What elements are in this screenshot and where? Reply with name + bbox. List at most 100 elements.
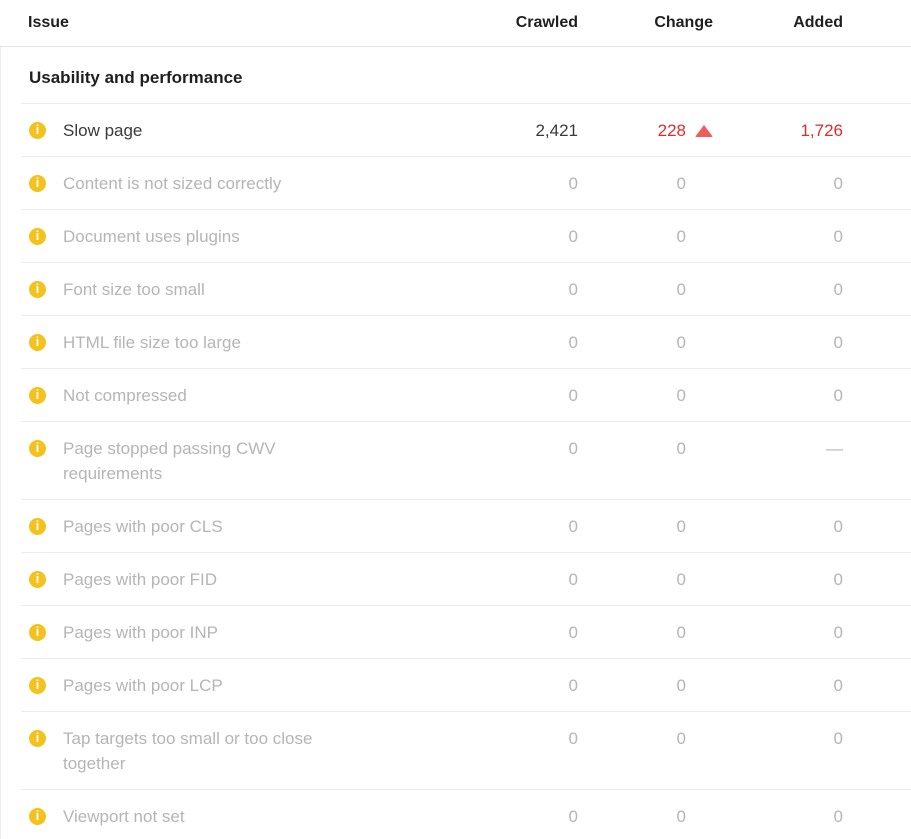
change-direction-slot	[695, 224, 713, 249]
info-icon-glyph: i	[35, 282, 40, 297]
issue-row: i Pages with poor LCP 0 0 0	[21, 659, 911, 712]
issue-row: i Tap targets too small or too close tog…	[21, 712, 911, 790]
change-direction-slot	[695, 567, 713, 592]
change-cell: 0	[578, 567, 713, 592]
issue-label: Not compressed	[63, 386, 187, 405]
change-direction-slot	[695, 118, 713, 143]
added-value: 0	[833, 174, 843, 193]
info-icon-glyph: i	[35, 229, 40, 244]
change-direction-slot	[695, 804, 713, 829]
info-icon[interactable]: i	[29, 730, 46, 747]
issue-row: i Pages with poor FID 0 0 0	[21, 553, 911, 606]
issue-cell: i Not compressed	[29, 383, 488, 408]
change-cell: 0	[578, 436, 713, 461]
issue-cell: i Pages with poor INP	[29, 620, 488, 645]
issue-label: Slow page	[63, 121, 143, 140]
issue-label: Pages with poor CLS	[63, 517, 223, 536]
change-cell: 0	[578, 224, 713, 249]
issue-label: Pages with poor LCP	[63, 676, 223, 695]
column-header-added: Added	[793, 14, 843, 31]
crawled-value: 0	[568, 174, 578, 193]
change-direction-slot	[695, 436, 713, 461]
change-value: 0	[676, 280, 686, 299]
issue-cell: i Page stopped passing CWV requirements	[29, 436, 488, 486]
issue-row: i Document uses plugins 0 0 0	[21, 210, 911, 263]
change-cell: 0	[578, 726, 713, 751]
change-value: 0	[676, 333, 686, 352]
issue-label: Pages with poor INP	[63, 623, 218, 642]
info-icon-glyph: i	[35, 388, 40, 403]
info-icon[interactable]: i	[29, 122, 46, 139]
change-direction-slot	[695, 383, 713, 408]
change-direction-slot	[695, 673, 713, 698]
change-cell: 0	[578, 171, 713, 196]
info-icon-glyph: i	[35, 441, 40, 456]
issue-label: Pages with poor FID	[63, 570, 218, 589]
change-direction-slot	[695, 620, 713, 645]
change-direction-slot	[695, 277, 713, 302]
info-icon-glyph: i	[35, 572, 40, 587]
crawled-value: 0	[568, 676, 578, 695]
change-value: 0	[676, 623, 686, 642]
crawled-value: 0	[568, 439, 578, 458]
table-header: Issue Crawled Change Added	[0, 0, 911, 47]
crawled-value: 0	[568, 227, 578, 246]
crawled-value: 0	[568, 280, 578, 299]
added-value: 0	[833, 517, 843, 536]
issue-cell: i Pages with poor FID	[29, 567, 488, 592]
info-icon-glyph: i	[35, 731, 40, 746]
change-cell: 0	[578, 804, 713, 829]
info-icon-glyph: i	[35, 176, 40, 191]
issue-label: Font size too small	[63, 280, 205, 299]
info-icon[interactable]: i	[29, 175, 46, 192]
change-up-triangle-icon	[695, 124, 713, 137]
change-cell: 228	[578, 118, 713, 143]
change-value: 0	[676, 729, 686, 748]
info-icon[interactable]: i	[29, 440, 46, 457]
issue-cell: i Pages with poor CLS	[29, 514, 488, 539]
change-direction-slot	[695, 171, 713, 196]
column-header-issue: Issue	[28, 14, 69, 31]
issue-cell: i Viewport not set	[29, 804, 488, 829]
change-direction-slot	[695, 726, 713, 751]
added-value: 0	[833, 280, 843, 299]
issue-row: i Page stopped passing CWV requirements …	[21, 422, 911, 500]
change-cell: 0	[578, 514, 713, 539]
change-cell: 0	[578, 277, 713, 302]
info-icon[interactable]: i	[29, 387, 46, 404]
crawled-value: 0	[568, 570, 578, 589]
crawled-value: 0	[568, 729, 578, 748]
issue-label: Document uses plugins	[63, 227, 240, 246]
info-icon[interactable]: i	[29, 571, 46, 588]
info-icon[interactable]: i	[29, 518, 46, 535]
issue-label: HTML file size too large	[63, 333, 241, 352]
issue-cell: i Document uses plugins	[29, 224, 488, 249]
info-icon-glyph: i	[35, 123, 40, 138]
issue-row: i Not compressed 0 0 0	[21, 369, 911, 422]
issue-row: i Pages with poor CLS 0 0 0	[21, 500, 911, 553]
info-icon[interactable]: i	[29, 808, 46, 825]
issue-cell: i Font size too small	[29, 277, 488, 302]
info-icon[interactable]: i	[29, 334, 46, 351]
crawled-value: 0	[568, 807, 578, 826]
crawled-value: 0	[568, 386, 578, 405]
info-icon[interactable]: i	[29, 624, 46, 641]
issue-row: i Pages with poor INP 0 0 0	[21, 606, 911, 659]
info-icon-glyph: i	[35, 625, 40, 640]
info-icon[interactable]: i	[29, 228, 46, 245]
info-icon[interactable]: i	[29, 281, 46, 298]
change-direction-slot	[695, 514, 713, 539]
info-icon[interactable]: i	[29, 677, 46, 694]
added-value: 0	[833, 570, 843, 589]
issue-row: i Font size too small 0 0 0	[21, 263, 911, 316]
change-value: 0	[676, 570, 686, 589]
added-value: 0	[833, 333, 843, 352]
issue-cell: i Pages with poor LCP	[29, 673, 488, 698]
issue-cell: i Slow page	[29, 118, 488, 143]
info-icon-glyph: i	[35, 335, 40, 350]
issue-row[interactable]: i Slow page 2,421 228 1,726	[21, 104, 911, 157]
added-value: —	[826, 439, 843, 458]
section-header-row: Usability and performance	[21, 47, 911, 104]
added-value: 1,726	[800, 121, 843, 140]
